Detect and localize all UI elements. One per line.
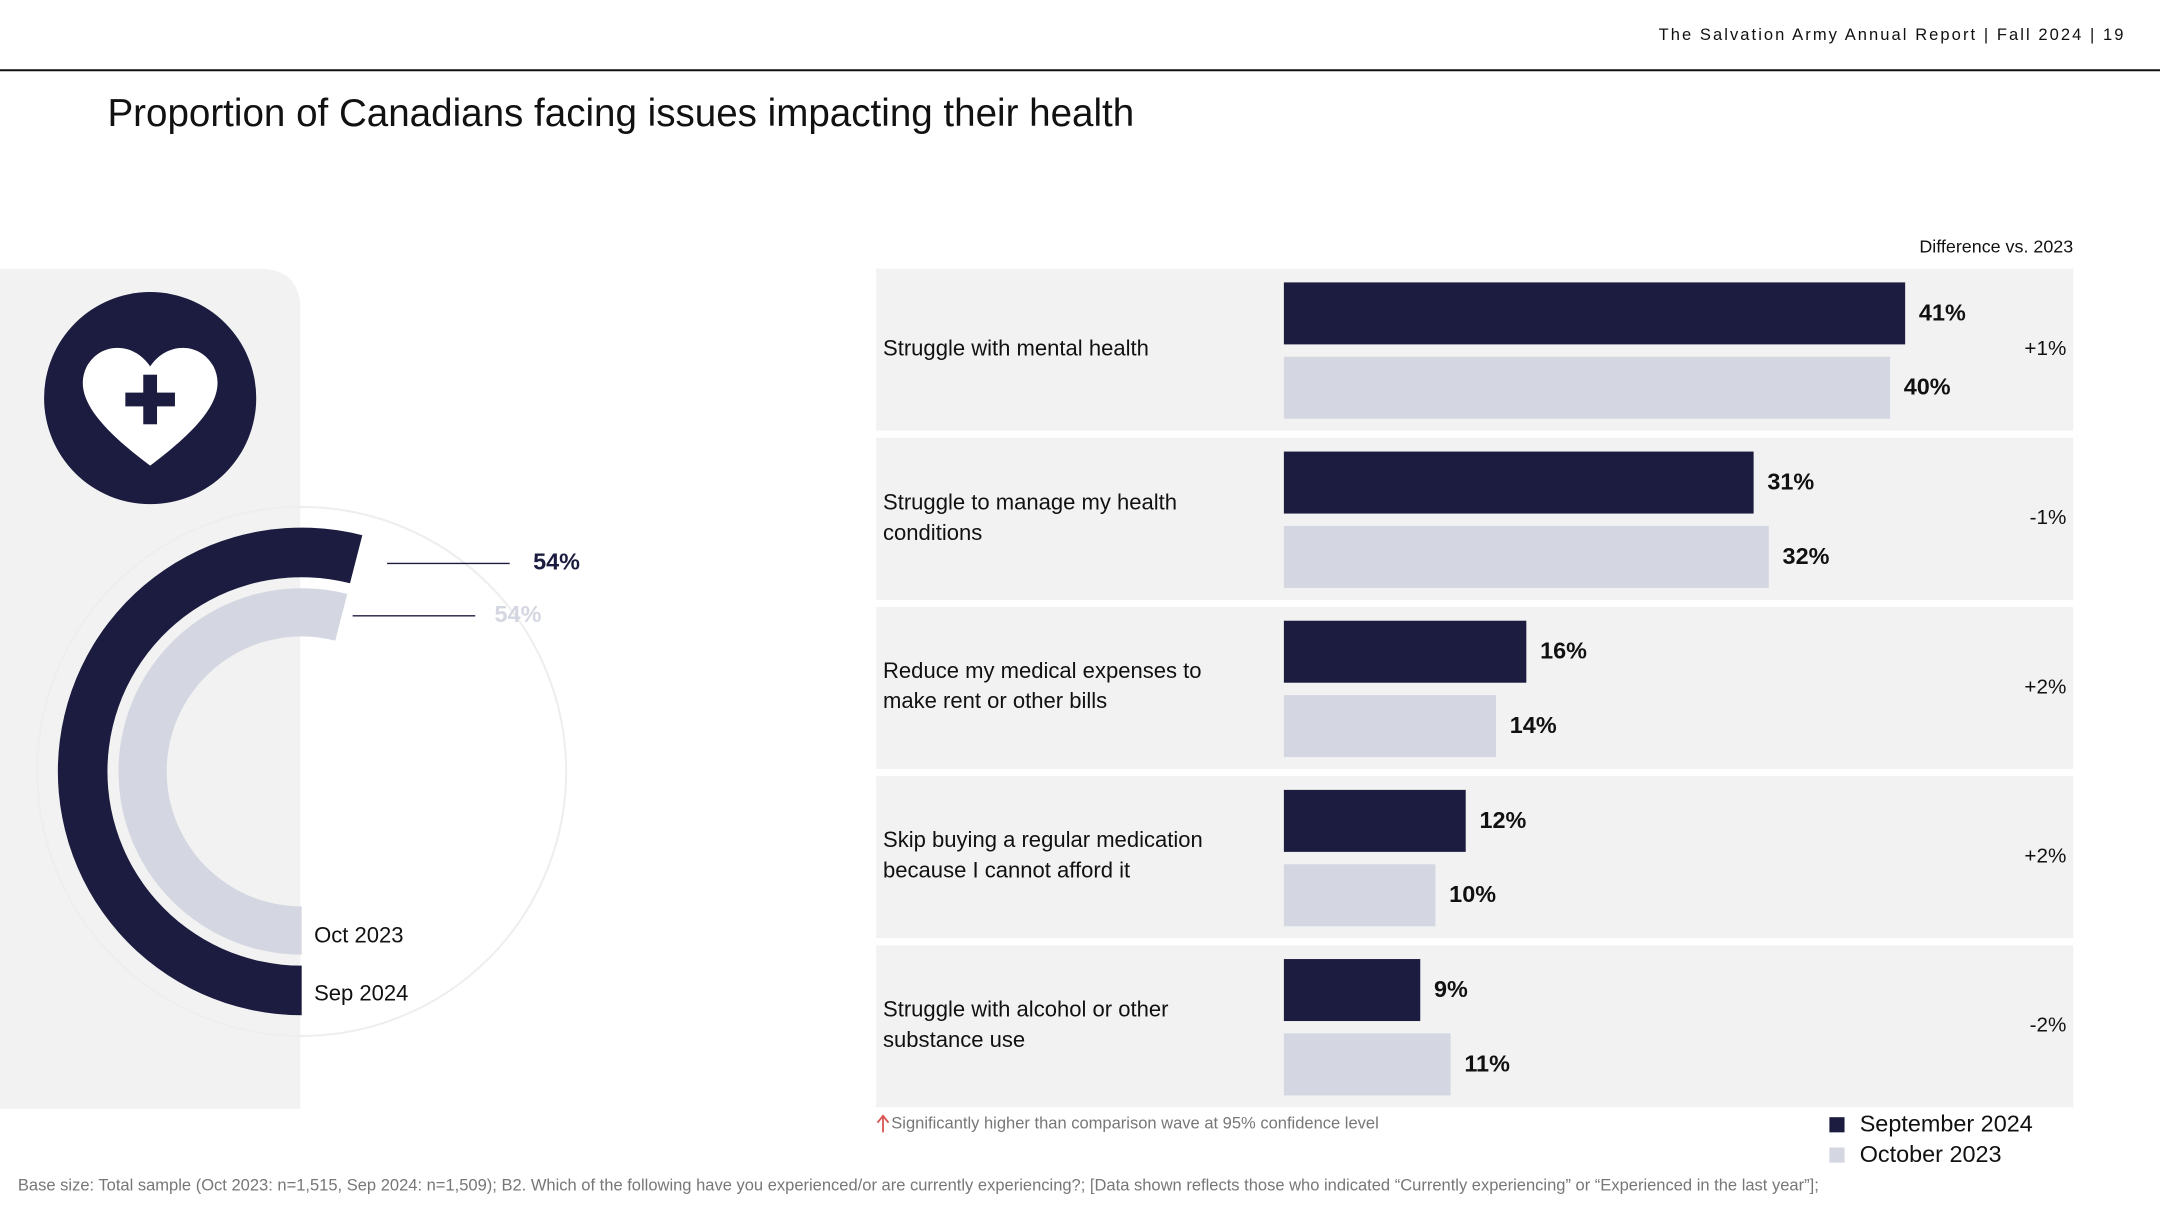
legend-swatch xyxy=(1829,1117,1845,1133)
footnote: Significantly higher than comparison wav… xyxy=(891,1113,1379,1132)
legend-swatch xyxy=(1829,1147,1845,1163)
category-label: Skip buying a regular medication because… xyxy=(883,829,1203,884)
category-label: Struggle to manage my health conditions xyxy=(883,491,1178,545)
value-label: 12% xyxy=(1479,807,1526,833)
difference-label: +2% xyxy=(2024,845,2066,868)
bar xyxy=(1283,959,1421,1022)
category-label-box: Struggle with alcohol or other substance… xyxy=(883,998,1169,1053)
donut-outline xyxy=(36,505,568,1037)
bar xyxy=(1283,1033,1451,1096)
title: Proportion of Canadians facing issues im… xyxy=(107,92,1134,135)
category-label: Reduce my medical expenses to make rent … xyxy=(883,660,1202,715)
row-panel xyxy=(876,776,2074,939)
category-label: Struggle with mental health xyxy=(883,337,1149,361)
bar xyxy=(1283,282,1906,345)
difference-label: -1% xyxy=(2030,506,2067,529)
value-label: 40% xyxy=(1904,374,1951,400)
health-icon xyxy=(44,292,257,505)
value-label: 9% xyxy=(1434,976,1468,1002)
legend-label: September 2024 xyxy=(1860,1111,2033,1137)
row-panel xyxy=(876,945,2074,1108)
category-label-box: Struggle to manage my health conditions xyxy=(883,491,1178,545)
difference-label: +1% xyxy=(2024,337,2066,360)
value-label: 31% xyxy=(1767,468,1814,494)
difference-label: +2% xyxy=(2024,675,2066,698)
category-label-box: Skip buying a regular medication because… xyxy=(883,829,1203,884)
category-label-box: Reduce my medical expenses to make rent … xyxy=(883,660,1202,715)
bar xyxy=(1283,789,1466,852)
legend-label: October 2023 xyxy=(1860,1141,2002,1167)
difference-title: Difference vs. 2023 xyxy=(1919,237,2073,257)
donut-series-label: Oct 2023 xyxy=(314,923,403,948)
donut-value-label: 54% xyxy=(533,549,580,575)
difference-label: -2% xyxy=(2030,1014,2067,1037)
header: The Salvation Army Annual Report | Fall … xyxy=(1659,25,2126,44)
category-label-box: Struggle with mental health xyxy=(883,337,1149,361)
value-label: 14% xyxy=(1510,712,1557,738)
bar xyxy=(1283,620,1527,683)
donut-series-label: Sep 2024 xyxy=(314,980,408,1005)
base-note: Base size: Total sample (Oct 2023: n=1,5… xyxy=(18,1175,1819,1194)
donut-arc xyxy=(57,527,363,1016)
donut-arc xyxy=(118,588,348,955)
bar xyxy=(1283,525,1769,588)
value-label: 16% xyxy=(1540,638,1587,664)
significance-arrow xyxy=(876,1114,890,1133)
value-label: 11% xyxy=(1464,1050,1510,1076)
value-label: 41% xyxy=(1919,299,1966,325)
bar xyxy=(1283,451,1754,514)
bar xyxy=(1283,356,1890,419)
category-label: Struggle with alcohol or other substance… xyxy=(883,998,1169,1053)
value-label: 10% xyxy=(1449,881,1496,907)
bar xyxy=(1283,695,1497,758)
bar xyxy=(1283,864,1436,927)
value-label: 32% xyxy=(1783,543,1830,569)
donut-value-label: 54% xyxy=(495,601,542,627)
